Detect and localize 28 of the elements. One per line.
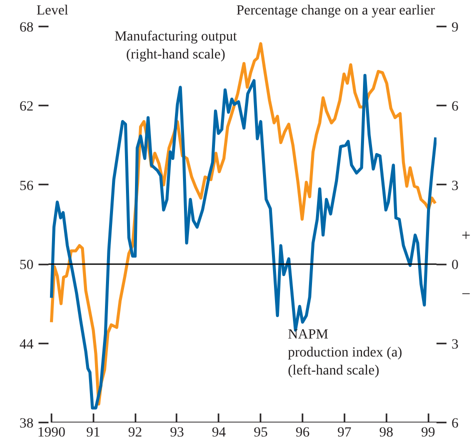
y-tick-label: 50 (20, 258, 34, 274)
y2-tick-label: 3 (452, 337, 458, 352)
text: + (462, 227, 471, 244)
series-label: NAPM production index (a) (left-hand scale) (288, 327, 403, 378)
x-tick-label: 95 (254, 426, 268, 439)
y-tick-label: 62 (20, 100, 34, 115)
x-tick-label: 1990 (37, 426, 66, 439)
y2-tick-label: 9 (452, 20, 458, 36)
x-tick-label: 96 (296, 426, 310, 439)
x-tick-label: 92 (128, 426, 142, 439)
y-tick-label: 56 (20, 178, 34, 194)
x-tick-label: 94 (212, 426, 226, 439)
y2-tick-label: 0 (452, 258, 458, 274)
y-axis-title: Level (36, 4, 68, 18)
y-tick-label: 44 (20, 337, 34, 352)
y2-tick-label: 6 (452, 416, 458, 432)
y-tick-label: 68 (20, 20, 34, 36)
series-label: Manufacturing output (right-hand scale) (114, 30, 238, 63)
y2-tick-label: 3 (452, 178, 458, 194)
x-tick-label: 99 (421, 426, 436, 439)
x-tick-label: 97 (337, 426, 352, 439)
x-tick-label: 91 (86, 426, 100, 439)
y-tick-label: 38 (20, 416, 34, 432)
text: − (462, 286, 471, 303)
x-tick-label: 93 (170, 426, 184, 439)
x-tick-label: 98 (379, 426, 394, 439)
y2-axis-title: Percentage change on a year earlier (236, 4, 436, 18)
y2-tick-label: 6 (452, 100, 458, 115)
